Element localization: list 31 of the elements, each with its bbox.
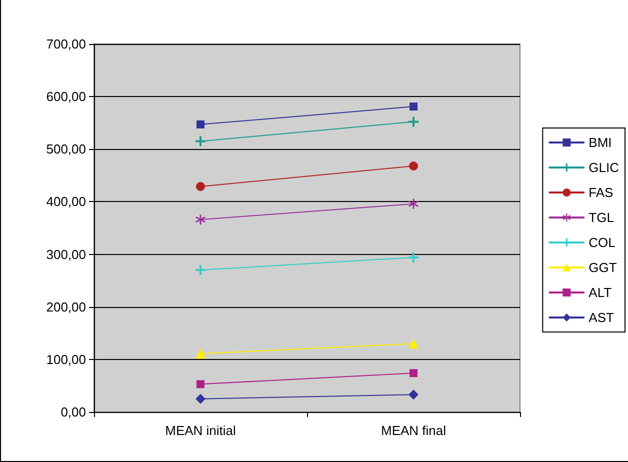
point: [196, 182, 205, 191]
y-tick-label: 400,00: [46, 194, 86, 210]
y-tick-label: 300,00: [46, 246, 86, 262]
point: [196, 380, 204, 388]
y-tick-label: 0,00: [60, 404, 86, 420]
point: [410, 369, 418, 378]
point: [408, 116, 418, 127]
legend-label: TGL: [588, 210, 614, 225]
legend-label: GLIC: [588, 160, 619, 175]
legend-label: BMI: [588, 135, 612, 150]
y-tick-label: 500,00: [46, 142, 86, 157]
point: [196, 394, 206, 404]
point: [408, 390, 418, 400]
legend-label: COL: [588, 235, 616, 250]
y-tick-label: 200,00: [46, 299, 86, 314]
legend-label: FAS: [588, 185, 614, 200]
y-tick-label: 600,00: [46, 89, 86, 104]
legend-label: GGT: [588, 260, 617, 275]
point: [196, 136, 206, 146]
legend-label: AST: [588, 310, 614, 325]
point: [410, 102, 418, 111]
point: [408, 252, 418, 262]
point: [409, 161, 418, 170]
y-tick-label: 100,00: [46, 352, 86, 367]
point: [196, 120, 204, 128]
legend-label: ALT: [588, 285, 612, 300]
x-tick-label: MEAN initial: [165, 423, 236, 438]
x-tick-label: MEAN final: [380, 423, 446, 438]
point: [408, 198, 418, 209]
y-tick-label: 700,00: [46, 36, 86, 52]
point: [196, 265, 206, 276]
